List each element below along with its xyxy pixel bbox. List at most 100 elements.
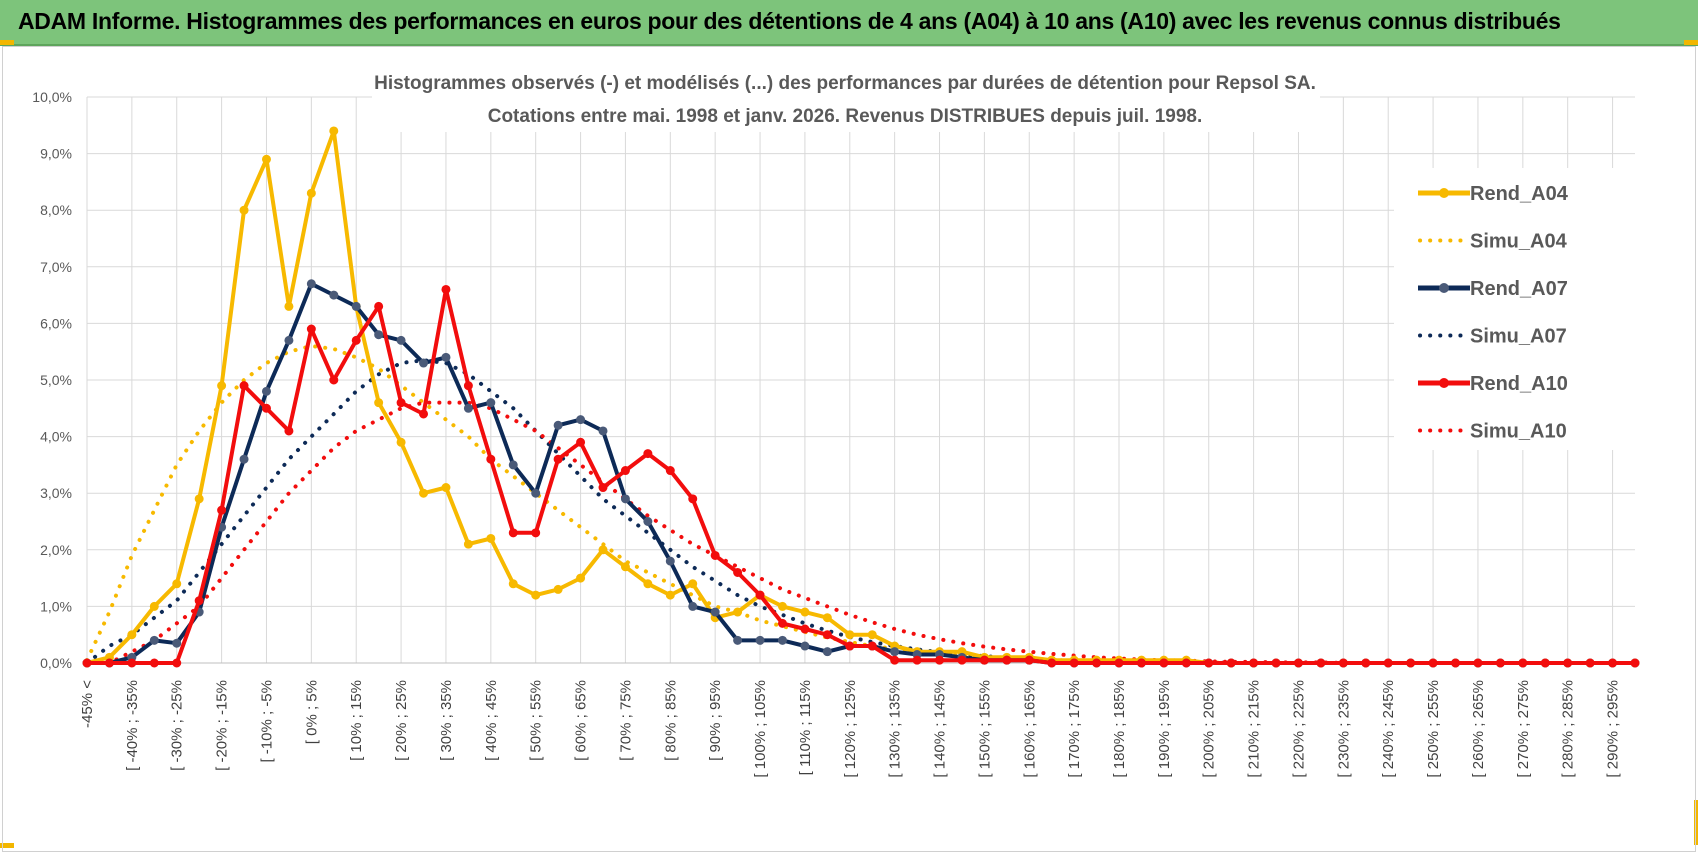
- x-tick-label: [ 120% ; 125%: [842, 680, 859, 778]
- data-point: [329, 375, 339, 385]
- data-point: [149, 658, 159, 668]
- data-point: [463, 403, 473, 413]
- legend-item-Simu_A04[interactable]: Simu_A04: [1418, 231, 1568, 253]
- data-point: [822, 647, 832, 657]
- data-point: [710, 550, 720, 560]
- data-point: [643, 517, 653, 526]
- legend-item-Rend_A10[interactable]: Rend_A10: [1418, 373, 1568, 395]
- legend[interactable]: Rend_A04 Simu_A04 Rend_A07 Simu_A07 Rend_A10…: [1418, 183, 1569, 443]
- data-point: [329, 126, 339, 136]
- data-point: [531, 488, 541, 498]
- x-tick-label: [ 290% ; 295%: [1605, 680, 1622, 778]
- legend-item-Rend_A04[interactable]: Rend_A04: [1418, 183, 1569, 205]
- data-point: [441, 284, 451, 294]
- data-point: [149, 635, 159, 645]
- data-point: [777, 635, 787, 645]
- data-point: [643, 579, 653, 589]
- data-point: [284, 426, 294, 436]
- data-point: [172, 579, 182, 589]
- data-point: [688, 601, 698, 611]
- data-point: [553, 454, 563, 464]
- data-point: [306, 279, 316, 289]
- data-point: [396, 335, 406, 345]
- legend-label: Rend_A10: [1470, 373, 1568, 395]
- x-tick-label: [ 30% ; 35%: [438, 680, 455, 761]
- x-tick-label: [ 230% ; 235%: [1335, 680, 1352, 778]
- data-point: [172, 658, 182, 668]
- data-point: [935, 655, 945, 665]
- x-tick-label: [ 110% ; 115%: [797, 680, 814, 775]
- data-point: [374, 398, 384, 408]
- x-tick-label: -45% <: [79, 680, 96, 728]
- data-point: [576, 573, 586, 583]
- data-point: [733, 567, 743, 577]
- data-point: [1518, 658, 1528, 668]
- y-tick-label: 2,0%: [40, 542, 72, 558]
- gridlines: [86, 96, 1635, 664]
- series-Simu_A07: [85, 358, 1637, 665]
- legend-item-Simu_A10[interactable]: Simu_A10: [1418, 421, 1567, 443]
- data-point: [217, 381, 227, 391]
- x-tick-label: [ 20% ; 25%: [393, 680, 410, 761]
- x-tick-label: [ 60% ; 65%: [573, 680, 590, 761]
- x-tick-label: [ -10% ; -5%: [258, 680, 275, 763]
- data-point: [553, 420, 563, 430]
- y-tick-label: 6,0%: [40, 315, 72, 331]
- x-tick-label: [ 180% ; 185%: [1111, 680, 1128, 778]
- y-tick-label: 5,0%: [40, 372, 72, 388]
- data-point: [396, 437, 406, 447]
- data-point: [217, 505, 227, 515]
- data-point: [1585, 658, 1595, 668]
- data-point: [1540, 658, 1550, 668]
- data-point: [665, 590, 675, 600]
- data-point: [1249, 658, 1259, 668]
- title-background: [372, 64, 1320, 132]
- x-tick-label: [ 130% ; 135%: [887, 680, 904, 778]
- data-point: [419, 409, 429, 419]
- legend-marker: [1439, 283, 1449, 293]
- legend-item-Rend_A07[interactable]: Rend_A07: [1418, 278, 1568, 300]
- series-layer: [82, 126, 1640, 668]
- data-point: [1563, 658, 1573, 668]
- data-point: [553, 584, 563, 594]
- data-point: [374, 301, 384, 311]
- data-point: [1451, 658, 1461, 668]
- y-axis-ticks: 0,0% 1,0% 2,0% 3,0% 4,0% 5,0% 6,0% 7,0% 8,0% 9,0%…: [32, 89, 72, 671]
- x-tick-label: [ 250% ; 255%: [1425, 680, 1442, 778]
- data-point: [396, 398, 406, 408]
- y-tick-label: 1,0%: [40, 598, 72, 614]
- x-tick-label: [ 220% ; 225%: [1290, 680, 1307, 778]
- data-point: [351, 335, 361, 345]
- x-tick-label: [ 0% ; 5%: [303, 680, 320, 744]
- data-point: [665, 556, 675, 566]
- data-point: [576, 415, 586, 425]
- x-tick-label: [ 170% ; 175%: [1066, 680, 1083, 778]
- x-tick-label: [ 270% ; 275%: [1515, 680, 1532, 778]
- data-point: [800, 641, 810, 651]
- x-tick-label: [ 210% ; 215%: [1246, 680, 1263, 778]
- legend-item-Simu_A07[interactable]: Simu_A07: [1418, 326, 1567, 348]
- corner-mark-top-right: [1684, 40, 1698, 45]
- data-point: [419, 488, 429, 498]
- data-point: [1293, 658, 1303, 668]
- x-tick-label: [ 190% ; 195%: [1156, 680, 1173, 778]
- data-point: [620, 466, 630, 476]
- y-tick-label: 7,0%: [40, 259, 72, 275]
- data-point: [1428, 658, 1438, 668]
- data-point: [306, 324, 316, 334]
- data-point: [1204, 658, 1214, 668]
- data-point: [822, 613, 832, 623]
- corner-mark-top-left: [0, 40, 14, 45]
- data-point: [508, 528, 518, 538]
- data-point: [643, 449, 653, 459]
- x-axis-ticks: -45% < [ -40% ; -35% [ -30% ; -25% [ -20% ;…: [79, 680, 1622, 778]
- data-point: [127, 658, 137, 668]
- legend-background: [1394, 168, 1640, 450]
- data-point: [239, 454, 249, 464]
- x-tick-label: [ 50% ; 55%: [528, 680, 545, 761]
- chart-title: Histogrammes observés (-) et modélisés (…: [374, 73, 1316, 94]
- corner-mark-bottom-left: [0, 843, 14, 848]
- data-point: [441, 352, 451, 362]
- data-point: [82, 658, 92, 668]
- data-point: [486, 533, 496, 543]
